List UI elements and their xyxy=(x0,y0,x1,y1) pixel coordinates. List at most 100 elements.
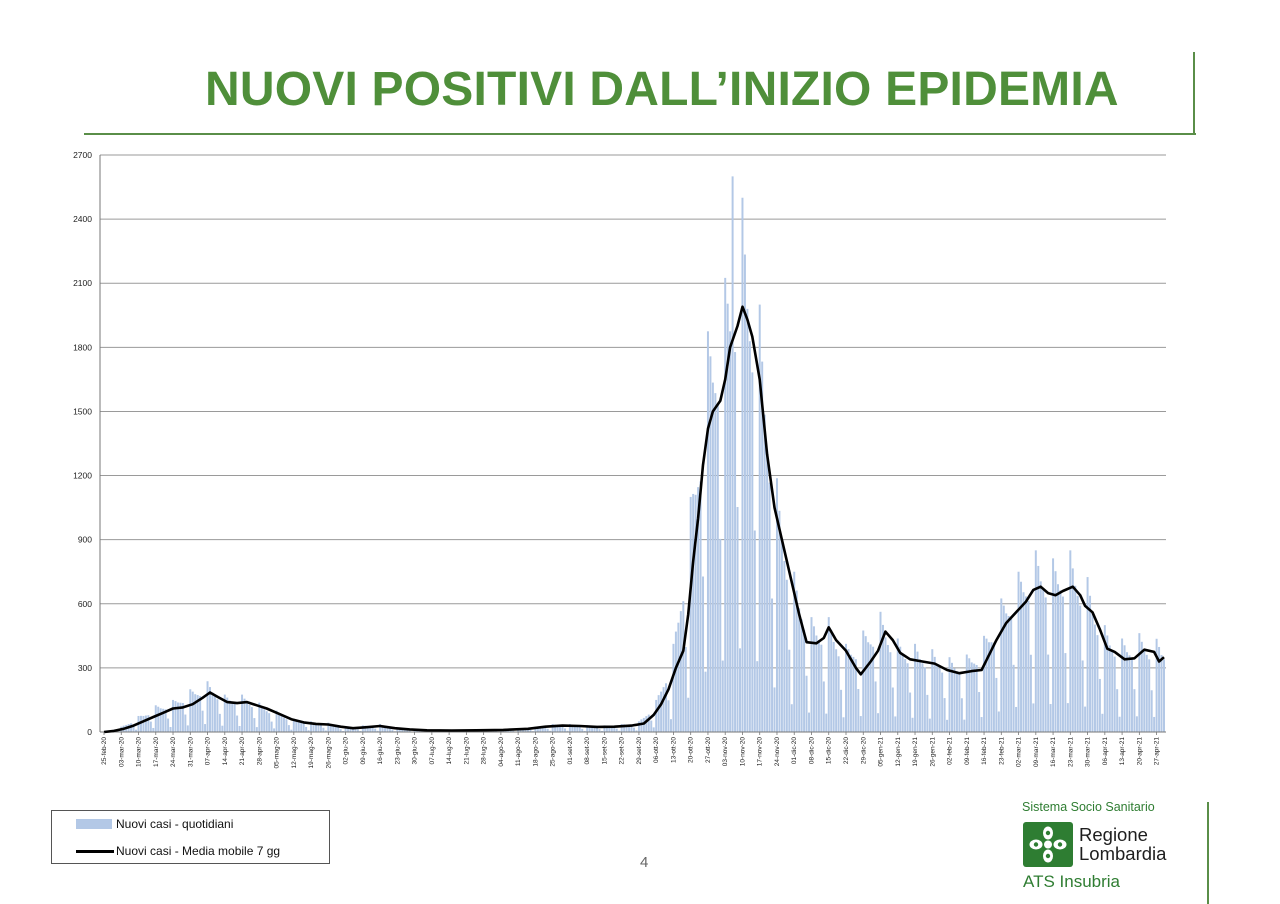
daily-cases-bar xyxy=(561,725,564,732)
daily-cases-bar xyxy=(894,716,897,732)
daily-cases-bar xyxy=(761,361,764,732)
daily-cases-bar xyxy=(1057,584,1059,732)
logo-region-line1: Regione xyxy=(1079,824,1148,845)
daily-cases-bar xyxy=(1074,585,1077,732)
daily-cases-bar xyxy=(805,675,808,732)
daily-cases-bar xyxy=(862,630,865,732)
daily-cases-bar xyxy=(337,726,340,732)
daily-cases-bar xyxy=(997,711,1000,732)
daily-cases-bar xyxy=(1037,565,1040,732)
daily-cases-bar xyxy=(630,724,633,732)
x-tick-label: 31-mar-20 xyxy=(187,737,194,767)
daily-cases-bar xyxy=(142,715,145,732)
daily-cases-bar xyxy=(228,700,231,732)
daily-cases-bar xyxy=(1084,706,1087,732)
daily-cases-bar xyxy=(736,507,739,732)
daily-cases-bar xyxy=(936,664,939,732)
daily-cases-bar xyxy=(1130,658,1133,732)
daily-cases-bar xyxy=(951,662,953,732)
x-tick-label: 09-feb-21 xyxy=(964,737,971,765)
daily-cases-bar xyxy=(1103,625,1106,732)
daily-cases-bar xyxy=(1111,651,1114,732)
daily-cases-bar xyxy=(527,728,529,732)
daily-cases-bar xyxy=(667,700,670,732)
regione-lombardia-logo: Sistema Socio Sanitario Regione Lombardi… xyxy=(1022,800,1202,900)
daily-cases-bar xyxy=(544,726,547,732)
x-tick-label: 11-ago-20 xyxy=(515,737,522,767)
daily-cases-bar xyxy=(615,728,618,732)
daily-cases-bar xyxy=(315,723,317,732)
daily-cases-bar xyxy=(204,724,207,732)
daily-cases-bar xyxy=(763,414,766,732)
daily-cases-bar xyxy=(201,710,204,732)
daily-cases-bar xyxy=(1113,656,1116,732)
daily-cases-bar xyxy=(980,717,983,732)
daily-cases-bar xyxy=(243,698,246,732)
daily-cases-bar xyxy=(835,649,838,732)
daily-cases-bar xyxy=(938,668,941,732)
x-tick-label: 06-apr-21 xyxy=(1102,737,1109,766)
daily-cases-bar xyxy=(623,724,626,732)
daily-cases-bar xyxy=(662,687,665,732)
x-tick-label: 23-mar-21 xyxy=(1067,737,1074,767)
moving-average-layer xyxy=(103,305,1165,734)
daily-cases-bar xyxy=(573,725,576,732)
daily-cases-bar xyxy=(275,710,278,732)
daily-cases-bar xyxy=(608,726,611,732)
daily-cases-bar xyxy=(154,705,157,732)
daily-cases-bar xyxy=(512,730,515,732)
daily-cases-bar xyxy=(1059,590,1062,732)
daily-cases-bar xyxy=(546,728,549,732)
daily-cases-bar xyxy=(613,726,616,732)
daily-cases-bar xyxy=(576,726,579,732)
daily-cases-bar xyxy=(677,622,680,732)
daily-cases-bar xyxy=(1081,660,1084,732)
daily-cases-bar xyxy=(921,663,924,732)
daily-cases-bar xyxy=(625,724,628,732)
daily-cases-bar xyxy=(884,637,887,732)
daily-cases-bar xyxy=(1002,605,1005,732)
daily-cases-bar xyxy=(522,729,525,732)
daily-cases-bar xyxy=(305,726,308,732)
daily-cases-bar xyxy=(953,668,956,732)
daily-cases-bar xyxy=(223,694,226,732)
daily-cases-bar xyxy=(842,717,845,732)
daily-cases-bar xyxy=(258,702,261,732)
daily-cases-bar xyxy=(978,692,981,732)
x-tick-label: 01-dic-20 xyxy=(791,737,798,764)
daily-cases-bar xyxy=(941,672,944,732)
daily-cases-bar xyxy=(783,561,786,732)
daily-cases-bar xyxy=(194,694,197,732)
daily-cases-bar xyxy=(983,635,986,732)
x-tick-label: 04-ago-20 xyxy=(498,737,505,767)
daily-cases-bar xyxy=(1047,654,1050,732)
daily-cases-bar xyxy=(218,713,221,732)
daily-cases-bar xyxy=(1143,650,1146,732)
daily-cases-bar xyxy=(1135,716,1138,732)
lombardy-rose-icon xyxy=(1023,822,1073,867)
daily-cases-bar xyxy=(1005,613,1008,732)
daily-cases-bar xyxy=(803,629,806,732)
daily-cases-bar xyxy=(176,702,179,732)
legend-item-line: Nuovi casi - Media mobile 7 gg xyxy=(76,844,280,858)
y-tick-label: 0 xyxy=(87,727,92,737)
daily-cases-bar xyxy=(628,724,631,732)
logo-region-name: Regione Lombardia xyxy=(1079,825,1166,863)
daily-cases-bar xyxy=(785,579,788,732)
daily-cases-bar xyxy=(398,728,401,732)
x-tick-label: 09-giu-20 xyxy=(360,737,367,765)
daily-cases-bar xyxy=(793,571,796,732)
daily-cases-bar xyxy=(391,729,394,732)
daily-cases-bar xyxy=(854,659,857,732)
daily-cases-bar xyxy=(236,715,239,732)
daily-cases-bar xyxy=(822,681,825,732)
daily-cases-bar xyxy=(588,725,591,732)
x-tick-label: 13-apr-21 xyxy=(1119,737,1126,766)
daily-cases-bar xyxy=(987,642,990,732)
y-tick-label: 2100 xyxy=(73,278,92,288)
daily-cases-bar xyxy=(721,660,724,732)
daily-cases-bar xyxy=(359,730,362,732)
daily-cases-bar xyxy=(679,611,682,732)
x-axis-ticks: 25-feb-20 03-mar-20 10-mar-20 17-mar-20 24-m… xyxy=(101,732,1161,768)
daily-cases-bar xyxy=(494,730,497,732)
